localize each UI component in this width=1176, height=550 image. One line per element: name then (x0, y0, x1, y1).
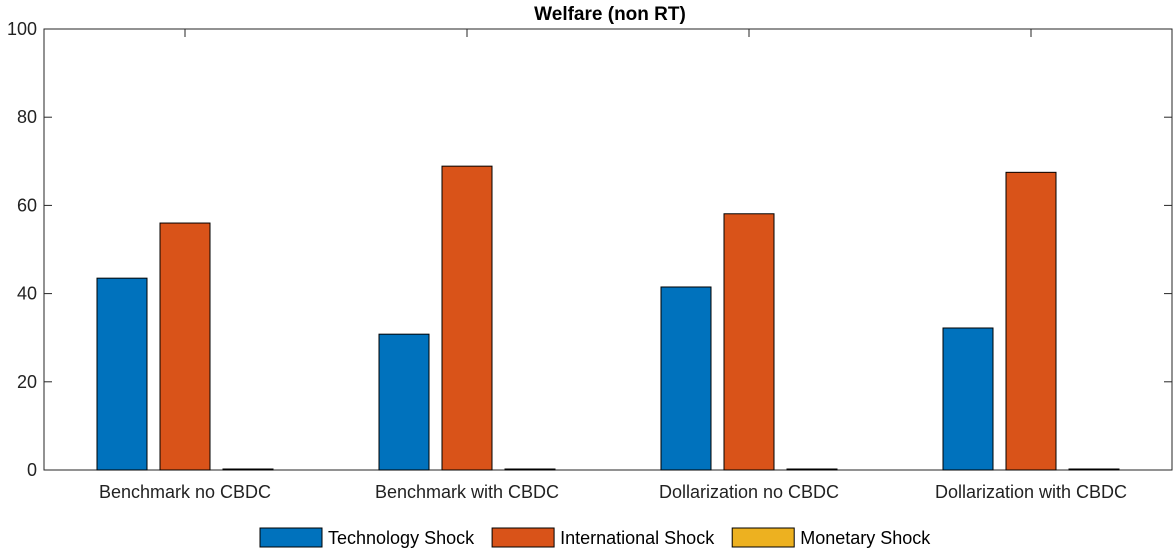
legend-swatch (731, 527, 795, 548)
legend-swatch (491, 527, 555, 548)
y-tick-label: 80 (17, 107, 37, 127)
y-tick-label: 100 (7, 19, 37, 39)
bars (96, 165, 1120, 471)
legend-label: International Shock (560, 528, 715, 548)
bar (786, 468, 838, 471)
plot-frame (43, 28, 1173, 471)
bar (660, 286, 712, 471)
bar (1068, 468, 1120, 471)
y-tick-label: 60 (17, 195, 37, 215)
y-tick-label: 20 (17, 372, 37, 392)
bar (441, 165, 493, 471)
bar (378, 333, 430, 471)
bar (96, 277, 148, 471)
axes: 0 20 40 60 80 100 Benchmark no CBDC Benchmark w… (7, 19, 1173, 502)
legend-box: Technology Shock International Shock Monet… (259, 527, 931, 548)
x-tick-label: Dollarization with CBDC (935, 482, 1127, 502)
bar (504, 468, 556, 471)
bar (222, 468, 274, 471)
legend-swatch (259, 527, 323, 548)
x-tick-label: Benchmark no CBDC (99, 482, 271, 502)
bar (1005, 171, 1057, 471)
x-tick-label: Dollarization no CBDC (659, 482, 839, 502)
bar (942, 327, 994, 471)
legend: Technology Shock International Shock Monet… (259, 527, 931, 548)
legend-label: Technology Shock (328, 528, 475, 548)
y-tick-label: 0 (27, 460, 37, 480)
y-tick-label: 40 (17, 284, 37, 304)
legend-label: Monetary Shock (800, 528, 931, 548)
x-tick-label: Benchmark with CBDC (375, 482, 559, 502)
bar (723, 213, 775, 471)
bar (159, 222, 211, 471)
chart-title: Welfare (non RT) (534, 4, 686, 25)
